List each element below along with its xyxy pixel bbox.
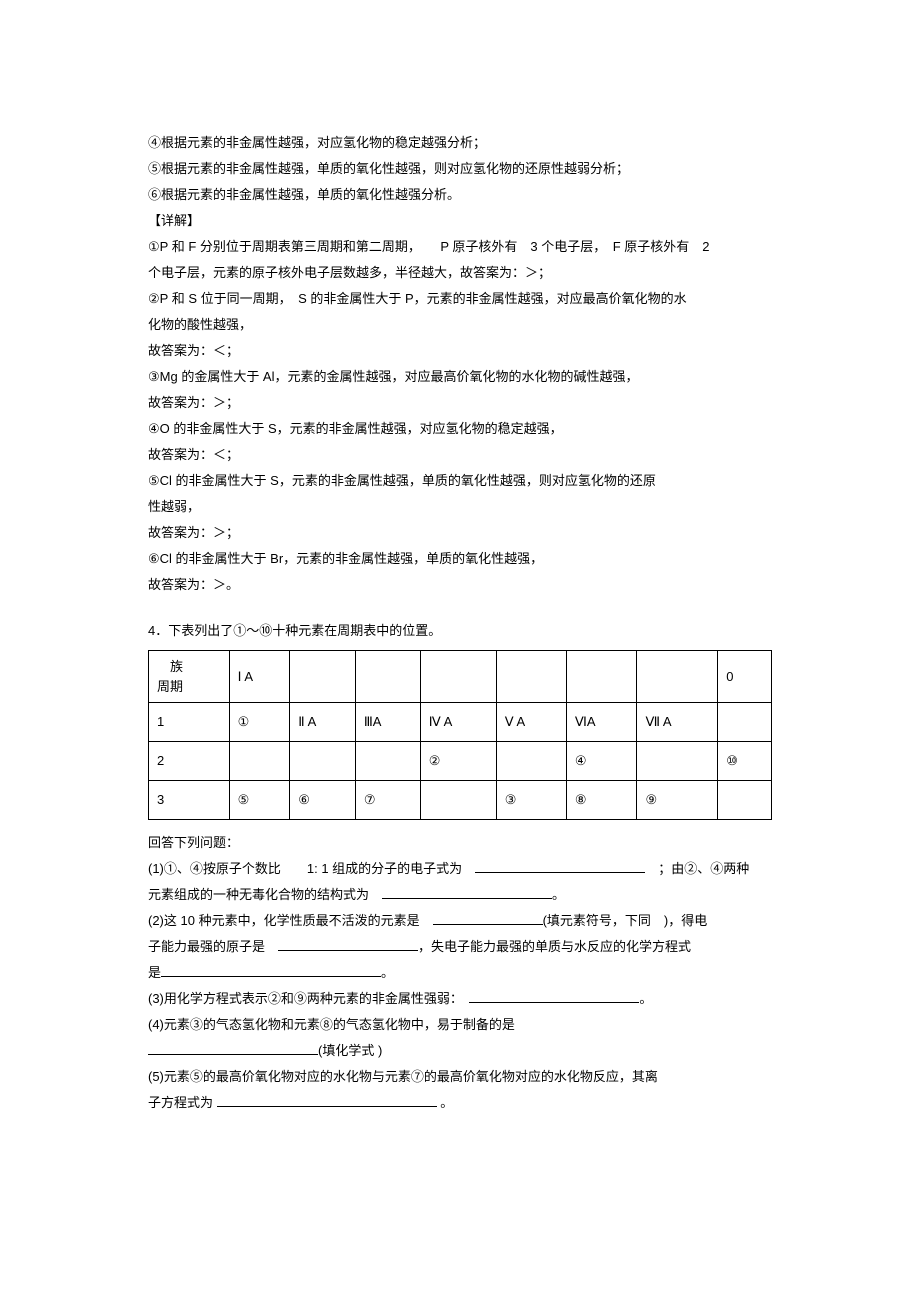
table-row: 族 周期 Ⅰ A 0 <box>149 651 772 703</box>
body-line: 故答案为：＞。 <box>148 572 772 598</box>
table-cell: 1 <box>149 703 230 742</box>
question-3-line: (3)用化学方程式表示②和⑨两种元素的非金属性强弱： 。 <box>148 986 772 1012</box>
body-line: ①P 和 F 分别位于周期表第三周期和第二周期， P 原子核外有 3 个电子层，… <box>148 234 772 260</box>
text-fragment: 。 <box>381 965 394 980</box>
body-line: ⑤Cl 的非金属性大于 S，元素的非金属性越强，单质的氧化性越强，则对应氢化物的… <box>148 468 772 494</box>
body-line: ③Mg 的金属性大于 Al，元素的金属性越强，对应最高价氧化物的水化物的碱性越强… <box>148 364 772 390</box>
table-cell <box>355 742 420 781</box>
table-cell-header: 族 周期 <box>149 651 230 703</box>
body-line: 故答案为：＞； <box>148 390 772 416</box>
table-cell <box>290 651 356 703</box>
question-1-line: (1)①、④按原子个数比 1: 1 组成的分子的电子式为 ；由②、④两种 <box>148 856 772 882</box>
body-line: 个电子层，元素的原子核外电子层数越多，半径越大，故答案为：＞； <box>148 260 772 286</box>
text-fragment: ；由②、④两种 <box>645 861 749 876</box>
text-fragment: 子能力最强的原子是 <box>148 939 278 954</box>
text-fragment: 元素组成的一种无毒化合物的结构式为 <box>148 887 382 902</box>
table-cell <box>290 742 356 781</box>
fill-blank <box>148 1041 318 1055</box>
table-cell: ⑤ <box>229 781 290 820</box>
body-line: ④O 的非金属性大于 S，元素的非金属性越强，对应氢化物的稳定越强， <box>148 416 772 442</box>
body-line: ⑥根据元素的非金属性越强，单质的氧化性越强分析。 <box>148 182 772 208</box>
table-cell <box>496 651 566 703</box>
question-4-line: (4)元素③的气态氢化物和元素⑧的气态氢化物中，易于制备的是 <box>148 1012 772 1038</box>
fill-blank <box>475 859 645 873</box>
table-cell: ⑨ <box>637 781 718 820</box>
text-fragment: 子方程式为 <box>148 1095 217 1110</box>
body-line: ④根据元素的非金属性越强，对应氢化物的稳定越强分析； <box>148 130 772 156</box>
table-cell: Ⅴ A <box>496 703 566 742</box>
periodic-table: 族 周期 Ⅰ A 0 1 ① Ⅱ A ⅢA Ⅳ A Ⅴ A ⅥA Ⅶ A 2 <box>148 650 772 820</box>
table-cell: ④ <box>566 742 637 781</box>
table-cell <box>355 651 420 703</box>
text-fragment: (1)①、④按原子个数比 1: 1 组成的分子的电子式为 <box>148 861 475 876</box>
table-row: 3 ⑤ ⑥ ⑦ ③ ⑧ ⑨ <box>149 781 772 820</box>
document-page: ④根据元素的非金属性越强，对应氢化物的稳定越强分析； ⑤根据元素的非金属性越强，… <box>0 0 920 1303</box>
fill-blank <box>161 963 381 977</box>
table-cell <box>637 651 718 703</box>
table-cell: ⑥ <box>290 781 356 820</box>
table-cell: ② <box>420 742 496 781</box>
table-cell <box>496 742 566 781</box>
table-cell: Ⅱ A <box>290 703 356 742</box>
body-line: ②P 和 S 位于同一周期， S 的非金属性大于 P，元素的非金属性越强，对应最… <box>148 286 772 312</box>
question-4-line: (填化学式 ) <box>148 1038 772 1064</box>
fill-blank <box>278 937 418 951</box>
table-cell <box>566 651 637 703</box>
table-cell: ① <box>229 703 290 742</box>
table-cell: ⑧ <box>566 781 637 820</box>
table-cell: ⅥA <box>566 703 637 742</box>
fill-blank <box>382 885 552 899</box>
body-line: 化物的酸性越强， <box>148 312 772 338</box>
body-line: 【详解】 <box>148 208 772 234</box>
text-fragment: (填化学式 ) <box>318 1043 382 1058</box>
fill-blank <box>217 1093 437 1107</box>
question-intro: 回答下列问题： <box>148 830 772 856</box>
table-cell: Ⅰ A <box>229 651 290 703</box>
text-fragment: 。 <box>552 887 565 902</box>
body-line: 故答案为：＜； <box>148 338 772 364</box>
question-5-line: 子方程式为 。 <box>148 1090 772 1116</box>
text-fragment: 。 <box>437 1095 454 1110</box>
question-2-line: 是。 <box>148 960 772 986</box>
table-cell <box>229 742 290 781</box>
table-cell: 0 <box>718 651 772 703</box>
body-line: ⑥Cl 的非金属性大于 Br，元素的非金属性越强，单质的氧化性越强， <box>148 546 772 572</box>
table-row: 1 ① Ⅱ A ⅢA Ⅳ A Ⅴ A ⅥA Ⅶ A <box>149 703 772 742</box>
text-fragment: 。 <box>639 991 652 1006</box>
text-fragment: (2)这 10 种元素中，化学性质最不活泼的元素是 <box>148 913 433 928</box>
question-4-title: 4．下表列出了①～⑩十种元素在周期表中的位置。 <box>148 618 772 644</box>
text-fragment: (3)用化学方程式表示②和⑨两种元素的非金属性强弱： <box>148 991 469 1006</box>
table-cell <box>718 703 772 742</box>
table-cell <box>718 781 772 820</box>
table-cell: 2 <box>149 742 230 781</box>
body-line: 故答案为：＜； <box>148 442 772 468</box>
text-fragment: (填元素符号，下同 )，得电 <box>543 913 708 928</box>
body-line: ⑤根据元素的非金属性越强，单质的氧化性越强，则对应氢化物的还原性越弱分析； <box>148 156 772 182</box>
text-fragment: 是 <box>148 965 161 980</box>
table-cell: ⑩ <box>718 742 772 781</box>
table-cell <box>637 742 718 781</box>
question-2-line: (2)这 10 种元素中，化学性质最不活泼的元素是 (填元素符号，下同 )，得电 <box>148 908 772 934</box>
fill-blank <box>469 989 639 1003</box>
table-cell: Ⅶ A <box>637 703 718 742</box>
table-cell: Ⅳ A <box>420 703 496 742</box>
table-cell: ③ <box>496 781 566 820</box>
question-5-line: (5)元素⑤的最高价氧化物对应的水化物与元素⑦的最高价氧化物对应的水化物反应，其… <box>148 1064 772 1090</box>
fill-blank <box>433 911 543 925</box>
body-line: 故答案为：＞； <box>148 520 772 546</box>
table-cell <box>420 781 496 820</box>
text-fragment: ，失电子能力最强的单质与水反应的化学方程式 <box>418 939 691 954</box>
table-cell: ⅢA <box>355 703 420 742</box>
table-cell: 3 <box>149 781 230 820</box>
question-2-line: 子能力最强的原子是 ，失电子能力最强的单质与水反应的化学方程式 <box>148 934 772 960</box>
table-row: 2 ② ④ ⑩ <box>149 742 772 781</box>
table-cell <box>420 651 496 703</box>
body-line: 性越弱， <box>148 494 772 520</box>
table-cell: ⑦ <box>355 781 420 820</box>
question-1-line: 元素组成的一种无毒化合物的结构式为 。 <box>148 882 772 908</box>
